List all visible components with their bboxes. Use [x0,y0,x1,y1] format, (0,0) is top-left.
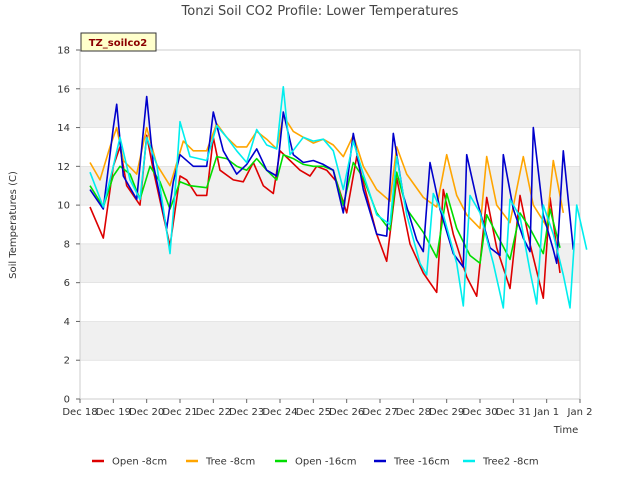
x-tick-label: Dec 24 [262,407,297,418]
grid-band [80,166,580,206]
x-tick-label: Dec 22 [196,407,231,418]
y-tick-label: 12 [57,162,70,173]
tag-label: TZ_soilco2 [89,38,148,49]
x-tick-label: Dec 29 [429,407,464,418]
series-line-tree2-8cm [89,86,588,309]
y-tick-label: 14 [57,123,70,134]
legend-label-tree-16cm: Tree -16cm [393,457,450,468]
x-tick-label: Dec 28 [396,407,431,418]
y-tick-label: 0 [64,395,70,406]
tag-box: TZ_soilco2 [80,32,157,52]
series-line-tree-16cm [89,95,575,268]
x-tick-label: Dec 30 [462,407,497,418]
x-tick-label: Dec 31 [496,407,531,418]
plot-frame [79,49,581,400]
x-tick-label: Dec 19 [96,407,131,418]
legend-label-tree-8cm: Tree -8cm [205,457,255,468]
grid-band [80,88,580,128]
legend-label-open-16cm: Open -16cm [295,457,356,468]
x-tick-label: Dec 27 [362,407,397,418]
y-tick-label: 16 [57,84,70,95]
x-axis-label: Time [553,425,578,436]
legend-label-open-8cm: Open -8cm [112,457,167,468]
x-tick-label: Dec 25 [296,407,331,418]
x-tick-label: Dec 23 [229,407,264,418]
x-tick-label: Dec 26 [329,407,364,418]
x-tick-label: Dec 18 [62,407,97,418]
y-tick-label: 6 [64,278,70,289]
grid-bands [80,49,580,400]
x-tick-label: Jan 1 [533,407,559,418]
y-tick-label: 4 [64,317,70,328]
series-line-tree-8cm [89,115,565,230]
legend: Open -8cm Tree -8cm Open -16cm Tree -16cm Tr… [92,457,539,468]
y-axis-ticks: 0 2 4 6 8 10 12 14 16 18 [57,46,80,406]
y-tick-label: 2 [64,356,70,367]
series-line-open-16cm [89,153,561,265]
y-axis-label: Soil Temperatures (C) [8,171,19,279]
x-tick-label: Dec 21 [162,407,197,418]
y-tick-label: 8 [64,239,70,250]
y-tick-label: 18 [57,46,70,57]
chart-title: Tonzi Soil CO2 Profile: Lower Temperatur… [181,4,459,19]
x-tick-label: Jan 2 [567,407,593,418]
y-tick-label: 10 [57,201,70,212]
x-tick-label: Dec 20 [129,407,164,418]
legend-label-tree2-8cm: Tree2 -8cm [482,457,539,468]
grid-band [80,321,580,361]
series-lines [89,86,588,309]
